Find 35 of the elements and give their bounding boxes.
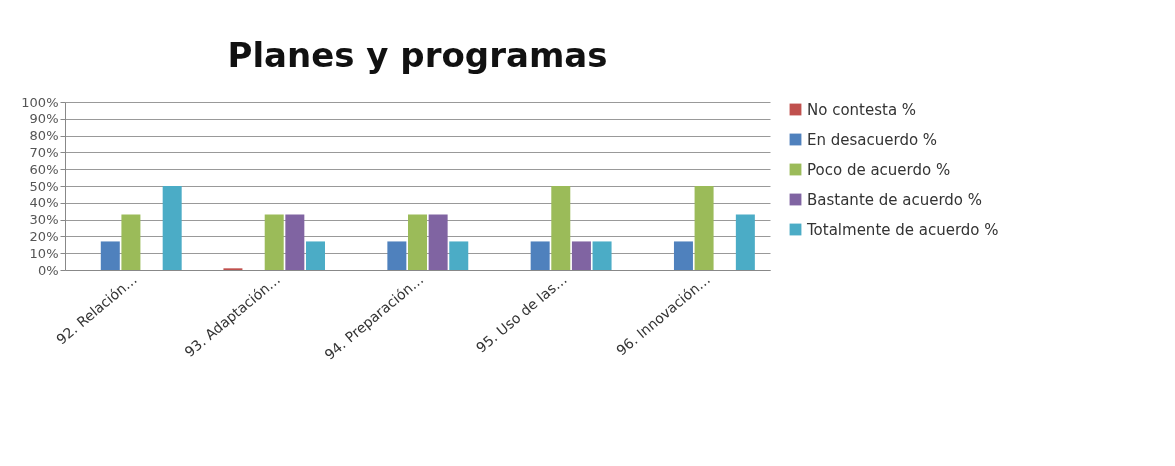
bar xyxy=(121,214,141,270)
y-tick-label: 80% xyxy=(29,128,59,144)
bar xyxy=(100,241,120,270)
bar xyxy=(551,186,571,270)
bar xyxy=(387,241,407,270)
y-tick-label: 20% xyxy=(29,228,59,244)
bar xyxy=(571,241,591,270)
bar xyxy=(449,241,469,270)
y-tick-label: 50% xyxy=(29,178,59,194)
bar xyxy=(285,214,305,270)
legend-label: No contesta % xyxy=(807,100,917,119)
y-tick-label: 100% xyxy=(21,94,59,110)
bar xyxy=(305,241,325,270)
bar xyxy=(264,214,284,270)
legend-label: Bastante de acuerdo % xyxy=(807,190,983,209)
bar xyxy=(408,214,427,270)
bar xyxy=(592,241,612,270)
chart-title: Planes y programas xyxy=(227,35,608,75)
bar xyxy=(428,214,448,270)
y-tick-label: 40% xyxy=(29,195,59,211)
y-tick-label: 0% xyxy=(37,262,59,278)
bar xyxy=(735,214,755,270)
y-tick-label: 10% xyxy=(29,245,59,261)
y-tick-label: 90% xyxy=(29,111,59,127)
y-tick-label: 60% xyxy=(29,161,59,177)
legend-label: Poco de acuerdo % xyxy=(807,160,951,179)
y-tick-label: 70% xyxy=(29,144,59,160)
x-tick-label: 95. Uso de las… xyxy=(472,270,570,356)
bar xyxy=(162,186,182,270)
bar xyxy=(530,241,550,270)
legend-label: En desacuerdo % xyxy=(807,130,938,149)
bar xyxy=(673,241,693,270)
legend-label: Totalmente de acuerdo % xyxy=(806,220,999,239)
bar xyxy=(694,186,714,270)
y-tick-label: 30% xyxy=(29,212,59,228)
